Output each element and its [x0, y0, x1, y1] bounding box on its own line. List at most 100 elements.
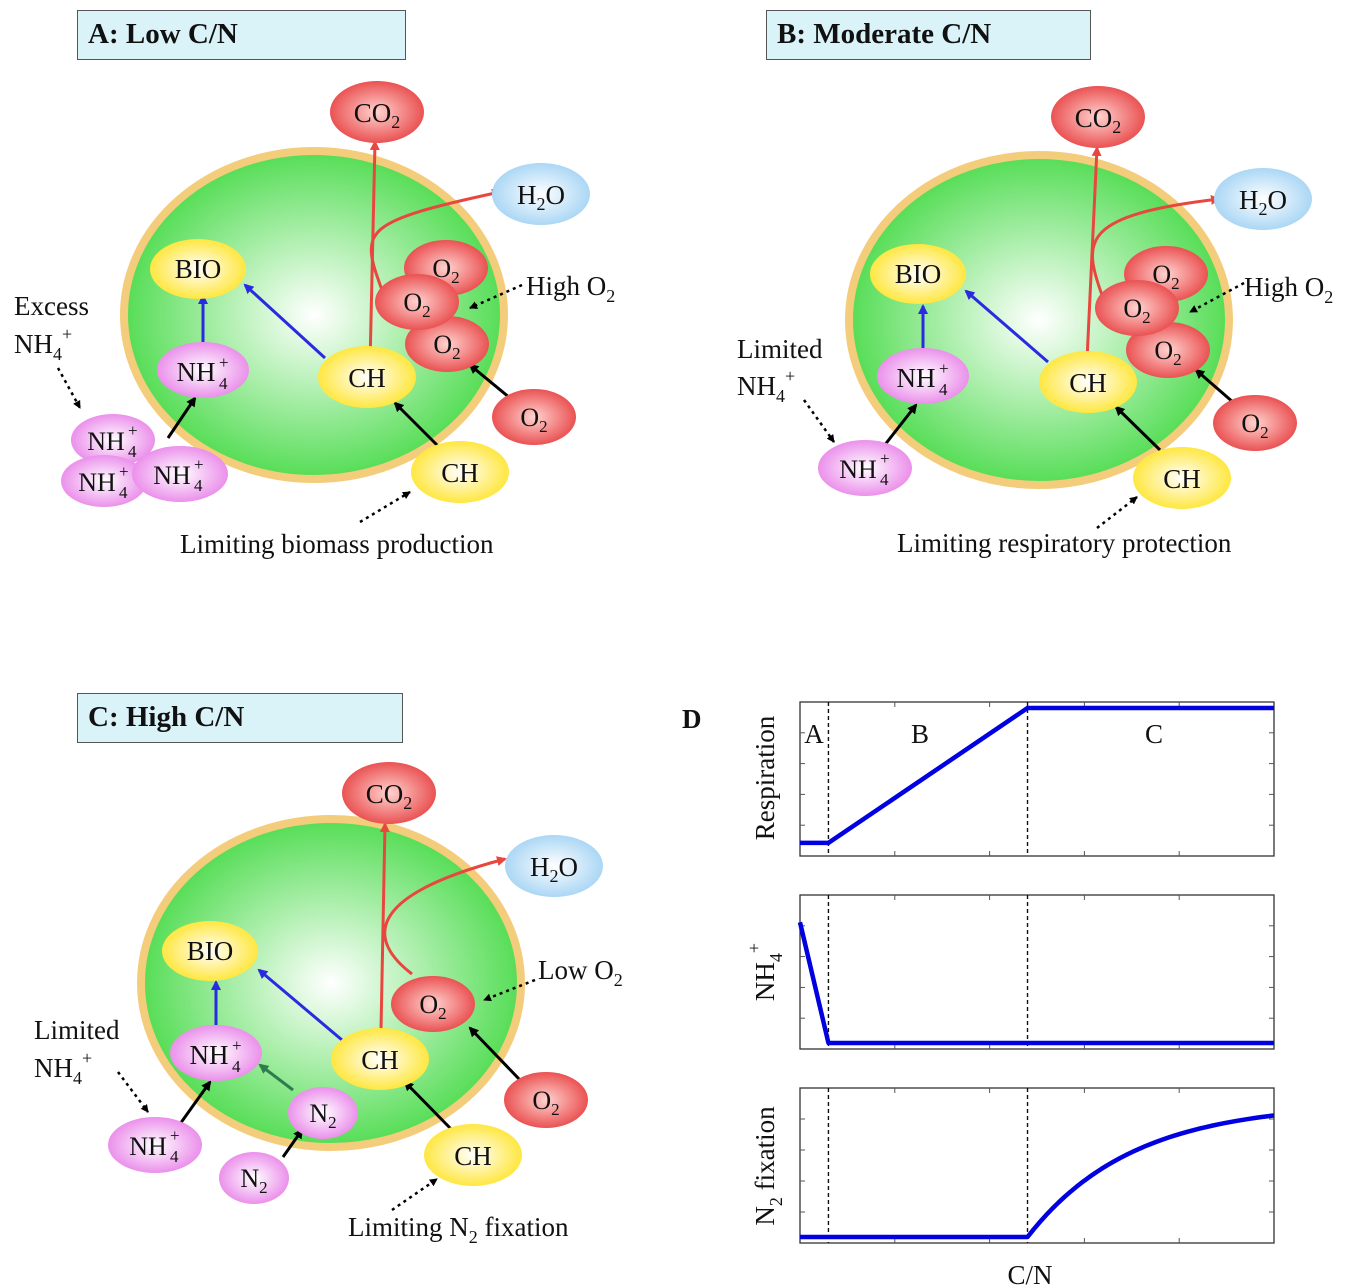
limited-nh4-label: NH4+ — [737, 366, 795, 406]
n2-molecule: N2 — [288, 1087, 358, 1139]
x-axis-label: C/N — [1007, 1260, 1052, 1287]
series-line — [800, 705, 1274, 846]
panel-c-title: C: High C/N — [77, 693, 403, 743]
svg-text:+: + — [232, 1036, 242, 1055]
ch-molecule: CH — [424, 1124, 522, 1186]
svg-text:O2: O2 — [520, 403, 547, 436]
limiting-biomass-label: Limiting biomass production — [180, 529, 494, 559]
svg-text:4: 4 — [194, 476, 203, 495]
high-o2-label: High O2 — [526, 271, 615, 306]
n2-molecule: N2 — [219, 1152, 289, 1204]
svg-text:+: + — [939, 359, 949, 378]
svg-text:BIO: BIO — [895, 259, 942, 289]
svg-text:+: + — [170, 1126, 180, 1145]
svg-text:4: 4 — [170, 1147, 179, 1166]
excess-label: Excess — [14, 291, 89, 321]
svg-text:4: 4 — [219, 374, 228, 393]
panel-d-label: D — [682, 704, 702, 734]
svg-text:O2: O2 — [1152, 260, 1179, 293]
svg-text:O2: O2 — [1123, 294, 1150, 327]
bio-molecule: BIO — [150, 239, 246, 299]
svg-text:NH: NH — [839, 455, 877, 484]
svg-text:O2: O2 — [1241, 409, 1268, 442]
cell-a — [120, 147, 508, 483]
svg-text:CH: CH — [348, 363, 386, 393]
svg-text:NH: NH — [78, 468, 116, 497]
svg-text:+: + — [119, 462, 129, 481]
svg-text:O2: O2 — [403, 288, 430, 321]
svg-text:CO2: CO2 — [354, 98, 401, 132]
high-o2-label: High O2 — [1244, 272, 1333, 307]
svg-text:N2: N2 — [240, 1164, 267, 1197]
svg-text:+: + — [219, 353, 229, 372]
nh4-molecule: NH + 4 — [108, 1117, 202, 1173]
region-b-label: B — [911, 719, 929, 749]
n2-fixation-ylabel: N2 fixation — [750, 1106, 786, 1226]
svg-text:BIO: BIO — [187, 936, 234, 966]
limiting-respiratory-label: Limiting respiratory protection — [897, 528, 1232, 558]
svg-text:H2O: H2O — [1239, 185, 1287, 219]
ch-molecule: CH — [1133, 447, 1231, 509]
svg-text:CH: CH — [454, 1141, 492, 1171]
o2-molecule: O2 — [1213, 395, 1297, 451]
ch-molecule: CH — [331, 1028, 429, 1090]
low-o2-label: Low O2 — [538, 955, 623, 990]
panel-a-title: A: Low C/N — [77, 10, 406, 60]
limiting-n2-fixation-label: Limiting N2 fixation — [348, 1212, 569, 1247]
co2-molecule: CO2 — [1051, 86, 1145, 148]
svg-text:CH: CH — [441, 458, 479, 488]
nh4-ylabel: NH4+ — [744, 943, 786, 1001]
co2-molecule: CO2 — [330, 81, 424, 143]
limited-nh4-label: NH4+ — [34, 1048, 92, 1088]
o2-molecule: O2 — [1126, 322, 1210, 378]
svg-text:+: + — [194, 455, 204, 474]
svg-text:NH: NH — [177, 357, 216, 387]
svg-text:4: 4 — [939, 380, 948, 399]
panel-a-diagram: CO2 H2O O2 O2 O2 O2 BIO CH CH NH + 4 NH — [14, 81, 615, 559]
o2-molecule: O2 — [492, 389, 576, 445]
nh4-molecule: NH + 4 — [877, 348, 969, 404]
panel-c-diagram: CO2 H2O O2 O2 BIO CH CH NH + 4 NH + 4 N2 — [34, 762, 623, 1247]
series-line — [800, 1113, 1275, 1240]
svg-text:O2: O2 — [433, 330, 460, 363]
ch-molecule: CH — [318, 346, 416, 408]
svg-text:CH: CH — [1163, 464, 1201, 494]
panel-b-title: B: Moderate C/N — [766, 10, 1091, 60]
svg-text:NH: NH — [153, 461, 191, 490]
o2-molecule: O2 — [1095, 280, 1179, 336]
svg-text:H2O: H2O — [530, 852, 578, 886]
co2-molecule: CO2 — [342, 762, 436, 824]
o2-molecule: O2 — [405, 316, 489, 372]
nh4-molecule: NH + 4 — [71, 414, 155, 466]
nh4-molecule: NH + 4 — [132, 446, 228, 502]
nh4-molecule: NH + 4 — [170, 1025, 262, 1081]
svg-text:4: 4 — [128, 442, 137, 461]
excess-nh4-label: NH4+ — [14, 324, 72, 364]
svg-text:+: + — [880, 449, 890, 468]
cell-b — [845, 151, 1233, 489]
svg-text:O2: O2 — [419, 990, 446, 1023]
panel-b-diagram: CO2 H2O O2 O2 O2 O2 BIO CH CH NH + 4 NH — [737, 86, 1333, 558]
o2-molecule: O2 — [504, 1072, 588, 1128]
svg-text:NH: NH — [190, 1040, 229, 1070]
limited-label: Limited — [34, 1015, 120, 1045]
h2o-molecule: H2O — [492, 163, 590, 225]
svg-text:4: 4 — [232, 1057, 241, 1076]
bio-molecule: BIO — [162, 921, 258, 981]
svg-text:NH: NH — [87, 427, 125, 456]
svg-text:CH: CH — [1069, 368, 1107, 398]
svg-text:N2: N2 — [309, 1099, 336, 1132]
ch-molecule: CH — [411, 441, 509, 503]
svg-text:NH: NH — [129, 1132, 167, 1161]
bio-molecule: BIO — [870, 244, 966, 304]
limited-label: Limited — [737, 334, 823, 364]
svg-text:+: + — [128, 421, 138, 440]
svg-text:H2O: H2O — [517, 180, 565, 214]
h2o-molecule: H2O — [1214, 168, 1312, 230]
region-a-label: A — [804, 719, 824, 749]
ch-molecule: CH — [1039, 351, 1137, 413]
region-c-label: C — [1145, 719, 1163, 749]
svg-text:BIO: BIO — [175, 254, 222, 284]
svg-text:O2: O2 — [532, 1086, 559, 1119]
svg-text:CO2: CO2 — [1075, 103, 1122, 137]
